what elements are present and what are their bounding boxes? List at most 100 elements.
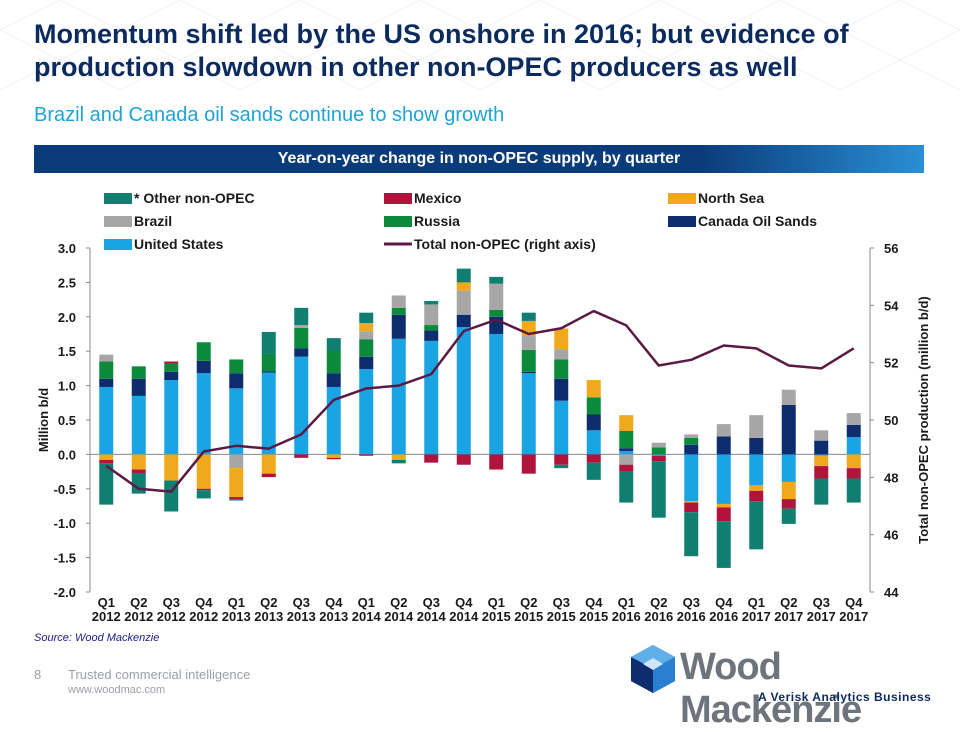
logo-tagline: A Verisk Analytics Business	[758, 690, 932, 704]
bar-mexico	[99, 459, 114, 464]
bar-canada-oil-sands	[359, 356, 374, 370]
x-tick-label-year: 2012	[124, 609, 153, 624]
x-tick-label-year: 2016	[677, 609, 706, 624]
bar-mexico	[456, 454, 471, 465]
bar-mexico	[196, 488, 211, 491]
bar-mexico	[489, 454, 504, 470]
bar-other-non-opec	[651, 461, 666, 518]
x-tick-label-year: 2016	[709, 609, 738, 624]
legend-swatch	[668, 193, 696, 204]
bar-united-states	[261, 372, 276, 455]
y-right-tick-label: 54	[884, 298, 899, 313]
bar-russia	[684, 437, 699, 445]
x-tick-label-quarter: Q4	[585, 595, 603, 610]
bar-brazil	[521, 336, 536, 350]
bar-brazil	[554, 349, 569, 360]
bar-brazil	[749, 415, 764, 438]
bar-united-states	[651, 454, 666, 456]
bar-united-states	[391, 338, 406, 455]
bar-united-states	[781, 454, 796, 482]
bar-other-non-opec	[684, 512, 699, 557]
x-tick-label-quarter: Q2	[130, 595, 147, 610]
x-tick-label-year: 2014	[449, 609, 479, 624]
bar-united-states	[586, 430, 601, 455]
bar-brazil	[781, 389, 796, 405]
x-tick-label-quarter: Q3	[423, 595, 440, 610]
bar-russia	[164, 363, 179, 372]
bar-united-states	[131, 395, 146, 455]
bar-canada-oil-sands	[391, 314, 406, 339]
x-tick-label-quarter: Q1	[748, 595, 765, 610]
y-tick-label: -1.0	[54, 516, 76, 531]
bar-north-sea	[684, 501, 699, 503]
y-tick-label: 0.0	[58, 447, 76, 462]
x-tick-label-quarter: Q3	[293, 595, 310, 610]
bar-other-non-opec	[99, 463, 114, 505]
y-right-axis-title: Total non-OPEC production (million b/d)	[916, 296, 931, 543]
bar-russia	[651, 447, 666, 455]
bar-united-states	[489, 334, 504, 455]
bar-mexico	[814, 466, 829, 479]
bar-russia	[261, 353, 276, 372]
bar-mexico	[131, 469, 146, 473]
bar-other-non-opec	[359, 312, 374, 323]
bar-united-states	[814, 454, 829, 456]
bar-united-states	[164, 380, 179, 455]
bar-mexico	[781, 499, 796, 509]
legend-swatch	[104, 239, 132, 250]
bar-mexico	[684, 502, 699, 513]
bar-brazil	[456, 290, 471, 315]
y-right-tick-label: 44	[884, 585, 899, 600]
bar-canada-oil-sands	[781, 404, 796, 455]
y-right-tick-label: 48	[884, 470, 898, 485]
bar-north-sea	[99, 454, 114, 460]
x-tick-label-quarter: Q1	[98, 595, 115, 610]
x-tick-label-year: 2015	[547, 609, 576, 624]
y-tick-label: 2.5	[58, 275, 76, 290]
x-tick-label-year: 2014	[417, 609, 447, 624]
source-note: Source: Wood Mackenzie	[34, 632, 160, 644]
bar-other-non-opec	[391, 459, 406, 464]
bar-canada-oil-sands	[814, 440, 829, 455]
x-tick-label-quarter: Q3	[813, 595, 830, 610]
bar-north-sea	[261, 454, 276, 474]
x-tick-label-year: 2013	[287, 609, 316, 624]
x-tick-label-quarter: Q3	[683, 595, 700, 610]
y-tick-label: -0.5	[54, 482, 76, 497]
bar-mexico	[554, 454, 569, 465]
bar-russia	[294, 327, 309, 349]
bar-united-states	[716, 454, 731, 504]
x-tick-label-year: 2017	[774, 609, 803, 624]
bar-russia	[586, 397, 601, 415]
footer-tagline: Trusted commercial intelligence	[68, 667, 251, 682]
x-tick-label-year: 2016	[644, 609, 673, 624]
footer-url[interactable]: www.woodmac.com	[68, 684, 166, 696]
legend: * Other non-OPEC Mexico North Sea Brazil Rus…	[104, 190, 817, 252]
bar-other-non-opec	[131, 472, 146, 494]
y-tick-label: 2.0	[58, 310, 76, 325]
bar-canada-oil-sands	[261, 371, 276, 373]
y-right-tick-label: 56	[884, 241, 898, 256]
bar-russia	[99, 361, 114, 379]
bar-canada-oil-sands	[554, 378, 569, 401]
y-axis-title: Million b/d	[36, 388, 51, 452]
bar-canada-oil-sands	[424, 330, 439, 341]
x-tick-label-year: 2012	[157, 609, 186, 624]
bar-united-states	[294, 356, 309, 455]
bar-brazil	[391, 295, 406, 308]
bar-other-non-opec	[294, 307, 309, 326]
bar-other-non-opec	[456, 268, 471, 283]
bar-north-sea	[586, 380, 601, 398]
bar-mexico	[749, 490, 764, 502]
page-subtitle: Brazil and Canada oil sands continue to …	[34, 104, 505, 126]
bar-mexico	[424, 454, 439, 463]
bar-united-states	[749, 454, 764, 486]
x-tick-label-quarter: Q4	[715, 595, 733, 610]
bar-north-sea	[814, 455, 829, 467]
bar-united-states	[196, 373, 211, 455]
bar-other-non-opec	[554, 464, 569, 469]
bar-mexico	[326, 457, 341, 460]
bar-canada-oil-sands	[294, 348, 309, 357]
x-tick-label-year: 2017	[839, 609, 868, 624]
x-tick-label-quarter: Q2	[650, 595, 667, 610]
